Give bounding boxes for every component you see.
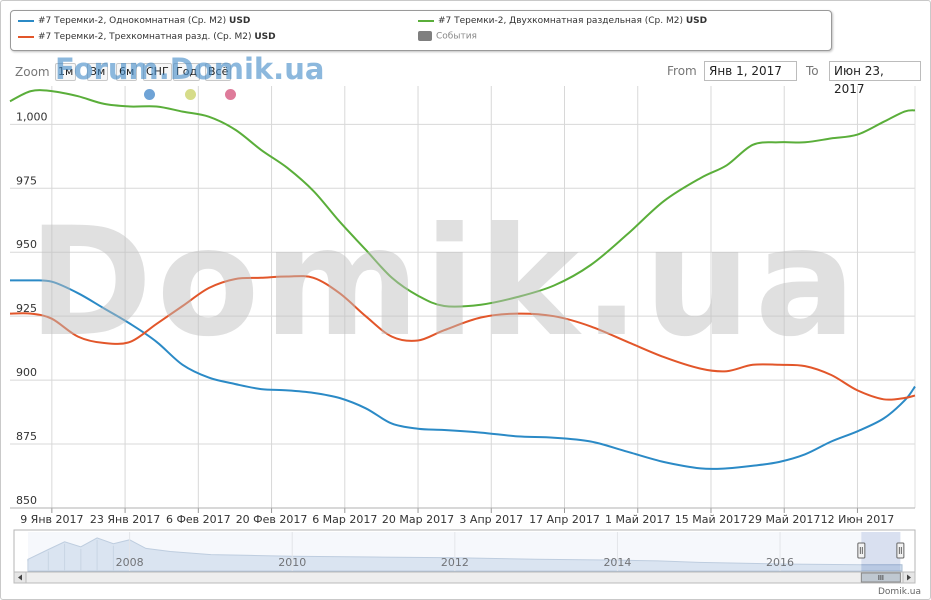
- from-date-input[interactable]: Янв 1, 2017: [704, 61, 797, 81]
- legend-swatch-three-room: [18, 35, 34, 38]
- series-lines: [9, 89, 916, 470]
- event-dot-pink[interactable]: [225, 89, 236, 100]
- zoom-all-button[interactable]: Всё: [205, 63, 232, 81]
- x-tick-label: 23 Янв 2017: [90, 513, 160, 526]
- navigator-year-label: 2008: [116, 556, 144, 569]
- event-dot-blue[interactable]: [144, 89, 155, 100]
- x-tick-label: 20 Мар 2017: [382, 513, 454, 526]
- legend-label: События: [436, 31, 477, 42]
- handle-body: [896, 542, 905, 559]
- x-tick-label: 20 Фев 2017: [236, 513, 308, 526]
- to-date-input[interactable]: Июн 23, 2017: [829, 61, 921, 96]
- x-tick-label: 6 Фев 2017: [166, 513, 231, 526]
- x-tick-label: 12 Июн 2017: [821, 513, 895, 526]
- grid-lines: [10, 86, 916, 509]
- navigator-year-label: 2016: [766, 556, 794, 569]
- x-tick-label: 9 Янв 2017: [20, 513, 83, 526]
- y-tick-label: 875: [16, 430, 37, 443]
- y-tick-label: 1,000: [16, 110, 48, 123]
- x-tick-label: 15 Май 2017: [675, 513, 747, 526]
- credit-link[interactable]: Domik.ua: [878, 587, 921, 597]
- legend-item-events[interactable]: События: [418, 31, 477, 42]
- y-tick-label: 950: [16, 238, 37, 251]
- x-tick-label: 29 Май 2017: [748, 513, 820, 526]
- chart-legend: #7 Теремки-2, Однокомнатная (Ср. M2) USD…: [10, 10, 832, 51]
- event-dot-yellow[interactable]: [185, 89, 196, 100]
- legend-swatch-two-room: [418, 19, 434, 22]
- legend-item-two-room[interactable]: #7 Теремки-2, Двухкомнатная раздельная (…: [418, 16, 707, 26]
- scrollbar-track: [13, 571, 916, 584]
- to-label: To: [806, 64, 819, 78]
- legend-label: #7 Теремки-2, Двухкомнатная раздельная (…: [438, 16, 683, 26]
- x-tick-label: 3 Апр 2017: [459, 513, 523, 526]
- x-axis: 9 Янв 2017 23 Янв 2017 6 Фев 2017 20 Фев 20…: [10, 507, 915, 526]
- navigator-right-handle[interactable]: [896, 542, 905, 559]
- series-line-three-room: [9, 275, 916, 401]
- navigator-year-label: 2014: [603, 556, 631, 569]
- legend-item-one-room[interactable]: #7 Теремки-2, Однокомнатная (Ср. M2) USD: [18, 16, 250, 26]
- x-tick-label: 1 Май 2017: [605, 513, 670, 526]
- navigator-year-label: 2012: [441, 556, 469, 569]
- navigator[interactable]: 2008 2010 2012 2014 2016: [13, 529, 916, 584]
- legend-label: #7 Теремки-2, Однокомнатная (Ср. M2): [38, 16, 227, 26]
- series-line-two-room: [9, 89, 916, 308]
- from-label: From: [667, 64, 697, 78]
- navigator-detail: [27, 539, 114, 571]
- navigator-mask: [28, 532, 862, 571]
- handle-body: [857, 542, 866, 559]
- scroll-left-arrow-icon: [18, 574, 22, 581]
- zoom-label: Zoom: [15, 65, 50, 79]
- zoom-year-button[interactable]: Год: [173, 63, 201, 81]
- y-tick-label: 975: [16, 174, 37, 187]
- legend-unit: USD: [685, 16, 708, 26]
- y-tick-label: 900: [16, 366, 37, 379]
- zoom-1m-button[interactable]: 1м: [55, 63, 77, 81]
- scroll-right-arrow-icon: [907, 574, 911, 581]
- x-tick-label: 6 Мар 2017: [312, 513, 377, 526]
- series-line-one-room: [9, 279, 916, 470]
- y-tick-label: 925: [16, 302, 37, 315]
- legend-swatch-one-room: [18, 19, 34, 22]
- y-axis: 850 875 900 925 950 975 1,000: [16, 110, 48, 507]
- zoom-6m-button[interactable]: 6м: [116, 63, 138, 81]
- navigator-year-label: 2010: [278, 556, 306, 569]
- legend-item-three-room[interactable]: #7 Теремки-2, Трехкомнатная разд. (Ср. M…: [18, 32, 276, 42]
- navigator-selection: [861, 532, 901, 571]
- navigator-series-area: [27, 537, 903, 572]
- zoom-ytd-button[interactable]: СНГ: [143, 63, 172, 81]
- zoom-3m-button[interactable]: 3м: [87, 63, 109, 81]
- navigator-left-handle[interactable]: [857, 542, 866, 559]
- x-tick-label: 17 Апр 2017: [529, 513, 600, 526]
- legend-unit: USD: [254, 32, 276, 42]
- legend-swatch-events: [418, 31, 432, 41]
- legend-unit: USD: [229, 16, 251, 26]
- legend-label: #7 Теремки-2, Трехкомнатная разд. (Ср. M…: [38, 32, 252, 42]
- y-tick-label: 850: [16, 494, 37, 507]
